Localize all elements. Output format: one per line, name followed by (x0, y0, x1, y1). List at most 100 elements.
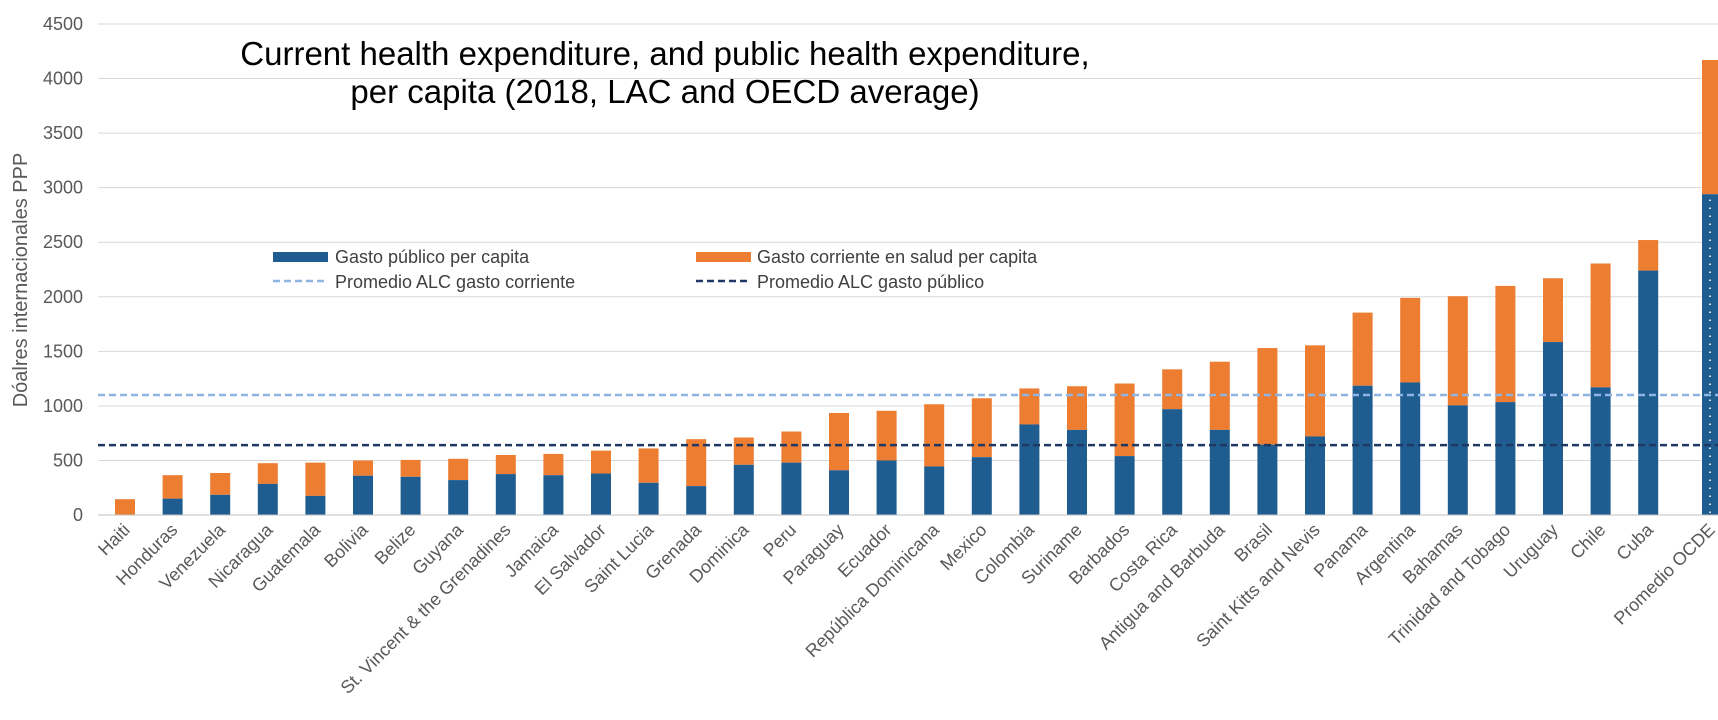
oecd-pattern-dot (1709, 431, 1711, 434)
bar-gasto-corriente (876, 410, 897, 461)
bar-gasto-publico (543, 475, 564, 515)
bar-gasto-corriente (400, 459, 421, 477)
oecd-pattern-dot (1709, 327, 1711, 330)
oecd-pattern-dot (1709, 383, 1711, 386)
bar-gasto-publico (162, 498, 183, 515)
bar-gasto-corriente (1638, 240, 1659, 271)
bar-gasto-corriente (1209, 361, 1230, 430)
legend-swatch-gasto-publico (273, 252, 328, 262)
bar-gasto-corriente (305, 462, 326, 496)
oecd-pattern-dot (1709, 343, 1711, 346)
chart-title-line-1: Current health expenditure, and public h… (240, 35, 1089, 72)
chart-title-line-2: per capita (2018, LAC and OECD average) (350, 73, 979, 110)
x-axis: HaitiHondurasVenezuelaNicaraguaGuatemala… (94, 514, 1718, 698)
bar-gasto-corriente (1590, 263, 1611, 388)
legend-swatch-gasto-corriente (696, 252, 751, 262)
chart-title: Current health expenditure, and public h… (240, 35, 1089, 110)
bar-gasto-corriente (1067, 386, 1087, 430)
bar-gasto-publico (210, 494, 231, 515)
bar-gasto-publico (638, 482, 659, 515)
bar-gasto-publico (1352, 385, 1373, 515)
reference-lines (98, 393, 1718, 447)
bar-gasto-corriente (1257, 348, 1278, 445)
bar-gasto-corriente (1305, 345, 1325, 437)
bar-gasto-publico (1638, 270, 1659, 515)
bar-gasto-corriente (1114, 383, 1135, 457)
bar-gasto-publico (1019, 424, 1040, 515)
bar-gasto-publico (1495, 402, 1516, 515)
y-tick-label: 3000 (43, 178, 83, 198)
oecd-pattern-dot (1709, 487, 1711, 490)
oecd-pattern-dot (1709, 447, 1711, 450)
bar-gasto-publico (448, 480, 469, 515)
oecd-pattern-dot (1709, 511, 1711, 514)
bar-gasto-publico (733, 464, 754, 515)
x-tick-label: Bolivia (320, 519, 372, 571)
oecd-pattern-dot (1709, 439, 1711, 442)
oecd-pattern-dot (1709, 455, 1711, 458)
oecd-pattern-dot (1709, 351, 1711, 354)
oecd-pattern-dot (1709, 223, 1711, 226)
y-tick-label: 2500 (43, 232, 83, 252)
bar-gasto-publico (1209, 429, 1230, 515)
bar-gasto-corriente (1495, 285, 1516, 403)
bars (115, 60, 1718, 516)
bar-gasto-publico (257, 483, 278, 515)
oecd-pattern-dot (1709, 263, 1711, 266)
legend-label-gasto-corriente: Gasto corriente en salud per capita (757, 247, 1038, 267)
y-tick-label: 4500 (43, 14, 83, 34)
bar-gasto-corriente (495, 454, 516, 475)
y-tick-label: 1500 (43, 341, 83, 361)
x-tick-label: Peru (759, 520, 800, 561)
bar-gasto-corriente (115, 499, 135, 515)
oecd-pattern-dot (1709, 471, 1711, 474)
bar-gasto-corriente (638, 448, 659, 483)
legend-label-promedio-publico: Promedio ALC gasto público (757, 272, 984, 292)
oecd-pattern-dot (1709, 279, 1711, 282)
oecd-pattern-dot (1709, 247, 1711, 250)
bar-gasto-publico (495, 474, 516, 515)
oecd-pattern-dot (1709, 311, 1711, 314)
oecd-pattern-dot (1709, 255, 1711, 258)
bar-gasto-publico (971, 457, 992, 515)
oecd-pattern-dot (1709, 199, 1711, 202)
bar-gasto-publico (591, 473, 611, 515)
x-tick-label: Cuba (1612, 519, 1657, 564)
bar-gasto-publico (781, 462, 802, 515)
bar-gasto-corriente (1702, 60, 1718, 195)
oecd-pattern-dot (1709, 367, 1711, 370)
bar-gasto-publico (1067, 429, 1087, 515)
bar-gasto-corriente (971, 398, 992, 458)
y-axis: 0 500 1000 1500 2000 2500 3000 3500 4000 4500 (43, 14, 83, 525)
oecd-pattern-dot (1709, 335, 1711, 338)
bar-gasto-corriente (1447, 296, 1468, 406)
y-tick-label: 2000 (43, 287, 83, 307)
oecd-pattern-dot (1709, 463, 1711, 466)
oecd-pattern-dot (1709, 423, 1711, 426)
y-axis-label: Dóalres internacionales PPP (10, 153, 32, 408)
bar-gasto-publico (1447, 405, 1468, 515)
oecd-pattern-dot (1709, 407, 1711, 410)
oecd-pattern-dot (1709, 503, 1711, 506)
bar-gasto-corriente (829, 412, 849, 471)
bar-gasto-publico (1702, 194, 1718, 516)
bar-gasto-corriente (1400, 297, 1421, 383)
oecd-pattern-dot (1709, 239, 1711, 242)
legend-label-gasto-publico: Gasto público per capita (335, 247, 530, 267)
bar-gasto-corriente (353, 460, 373, 476)
bar-gasto-corriente (162, 475, 183, 499)
legend-label-promedio-corriente: Promedio ALC gasto corriente (335, 272, 575, 292)
bar-gasto-corriente (733, 437, 754, 465)
bar-gasto-publico (1257, 444, 1278, 515)
bar-gasto-corriente (781, 431, 802, 463)
bar-gasto-corriente (210, 472, 231, 495)
bar-gasto-publico (1114, 456, 1135, 515)
bar-gasto-publico (1400, 382, 1421, 515)
bar-gasto-publico (1162, 409, 1183, 515)
bar-gasto-corriente (924, 404, 945, 467)
bar-gasto-publico (1305, 436, 1325, 515)
y-tick-label: 4000 (43, 69, 83, 89)
oecd-pattern-dot (1709, 231, 1711, 234)
oecd-pattern-dot (1709, 207, 1711, 210)
